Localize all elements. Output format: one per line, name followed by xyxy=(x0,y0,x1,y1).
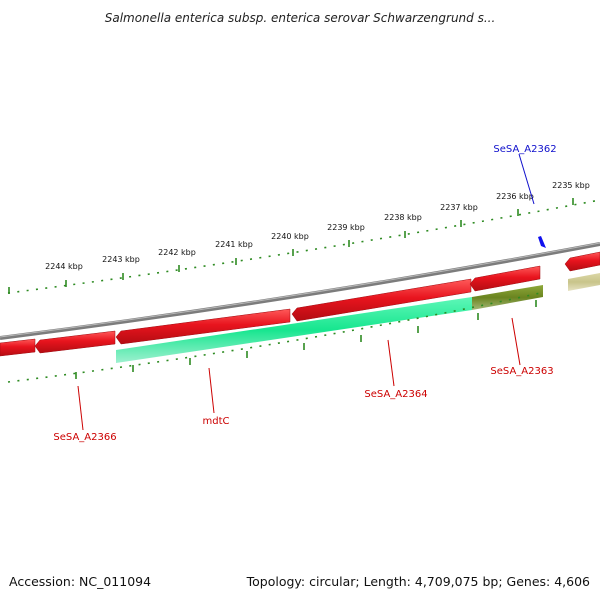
inner-scale xyxy=(7,291,546,383)
cds-segment[interactable] xyxy=(116,297,472,363)
cds-band xyxy=(116,273,600,363)
genome-backbone-highlight xyxy=(0,242,600,338)
feature-marker-icon[interactable] xyxy=(538,236,546,248)
accession-text: Accession: NC_011094 xyxy=(9,574,151,589)
gene-arrow-mdtc[interactable] xyxy=(115,308,291,345)
cds-segment-tan[interactable] xyxy=(568,273,600,291)
gene-arrow-sesa-a2364[interactable] xyxy=(291,278,472,322)
leader-sesa-a2366 xyxy=(77,385,84,431)
leader-sesa-a2362 xyxy=(518,153,535,205)
cds-segment-olive[interactable] xyxy=(472,285,543,310)
kbp-label: 2241 kbp xyxy=(215,240,253,249)
leader-mdtc xyxy=(208,367,215,414)
leader-sesa-a2363 xyxy=(511,317,521,366)
map-title: Salmonella enterica subsp. enterica sero… xyxy=(105,11,496,25)
kbp-label: 2236 kbp xyxy=(496,192,534,201)
kbp-label: 2237 kbp xyxy=(440,203,478,212)
label-leaders xyxy=(77,153,535,431)
inner-dotted-line xyxy=(7,291,546,383)
genome-backbone xyxy=(0,242,600,340)
forward-genes xyxy=(0,251,600,357)
gene-label-sesa-a2366[interactable]: SeSA_A2366 xyxy=(53,432,116,443)
kbp-scale xyxy=(7,198,600,294)
kbp-label: 2244 kbp xyxy=(45,262,83,271)
kbp-label: 2238 kbp xyxy=(384,213,422,222)
gene-label-mdtc[interactable]: mdtC xyxy=(203,416,230,427)
gene-arrow-sesa-a2363[interactable] xyxy=(469,265,541,292)
topology-text: Topology: circular; Length: 4,709,075 bp… xyxy=(246,574,590,589)
kbp-label: 2239 kbp xyxy=(327,223,365,232)
gene-arrow-right[interactable] xyxy=(564,251,600,272)
kbp-labels: 2244 kbp 2243 kbp 2242 kbp 2241 kbp 2240… xyxy=(45,181,590,271)
gene-label-sesa-a2362[interactable]: SeSA_A2362 xyxy=(493,144,556,155)
kbp-label: 2242 kbp xyxy=(158,248,196,257)
leader-sesa-a2364 xyxy=(387,339,395,387)
gene-label-sesa-a2364[interactable]: SeSA_A2364 xyxy=(364,389,427,400)
gene-arrow-left[interactable] xyxy=(0,338,36,357)
kbp-label: 2243 kbp xyxy=(102,255,140,264)
kbp-label: 2240 kbp xyxy=(271,232,309,241)
kbp-label: 2235 kbp xyxy=(552,181,590,190)
gene-arrow-sesa-a2366[interactable] xyxy=(34,330,116,354)
gene-labels: SeSA_A2362 SeSA_A2363 SeSA_A2364 mdtC Se… xyxy=(53,144,556,443)
gene-label-sesa-a2363[interactable]: SeSA_A2363 xyxy=(490,366,553,377)
